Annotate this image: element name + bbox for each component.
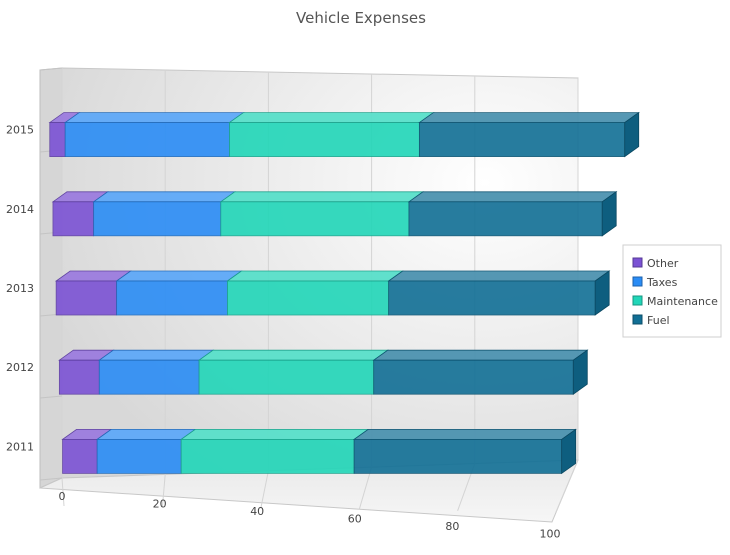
gridline-floor [61, 477, 65, 507]
y-tick-label: 2011 [6, 440, 34, 453]
bar-segment-other [58, 359, 100, 395]
bar-segment-top [407, 191, 618, 203]
bar-group [48, 111, 640, 475]
legend-swatch [632, 295, 643, 306]
gridline-h [39, 395, 63, 399]
legend-label: Other [647, 257, 679, 270]
bar-segment-other [52, 201, 95, 237]
bar-segment-top [95, 428, 197, 440]
bar-segment-top [63, 112, 245, 123]
bar-segment-top [219, 191, 425, 203]
legend: Other Taxes Maintenance Fuel [622, 244, 722, 338]
bar-segment-side [561, 428, 577, 475]
gridline-h [39, 67, 63, 71]
bar-segment-taxes [116, 280, 228, 316]
bar-segment-taxes [64, 122, 230, 157]
gridline-floor [161, 474, 166, 508]
gridline-h [39, 477, 63, 481]
legend-item: Maintenance [632, 295, 718, 308]
bar-segment-taxes [93, 201, 222, 237]
bar-segment-top [228, 112, 435, 123]
bar-segment-top [387, 270, 611, 282]
bar-segment-maintenance [220, 201, 410, 237]
x-tick-label: 60 [348, 513, 362, 526]
bar-segment-side [572, 349, 588, 395]
x-tick-label: 0 [59, 490, 66, 503]
bar-segment-top [98, 349, 215, 361]
bar-segment-other [49, 122, 66, 157]
bar-segment-top [226, 270, 404, 282]
bar-segment-top [115, 270, 243, 282]
bar-segment-fuel [353, 438, 563, 474]
x-tick-label: 100 [540, 528, 561, 541]
bar-segment-top [352, 428, 577, 440]
bar-segment-maintenance [180, 438, 355, 474]
legend-label: Maintenance [647, 295, 718, 308]
bar-segment-taxes [96, 438, 182, 474]
x-tick-label: 40 [250, 505, 264, 518]
bar-segment-side [594, 270, 610, 316]
y-axis-labels: 2015 2014 2013 2012 2011 [6, 124, 34, 454]
y-tick-label: 2013 [6, 282, 34, 295]
bar-segment-top [372, 349, 589, 361]
gridline-floor [260, 470, 269, 509]
bar-segment-maintenance [227, 280, 390, 316]
legend-item: Fuel [632, 314, 670, 327]
y-tick-label: 2012 [6, 361, 34, 374]
bar-segment-maintenance [229, 122, 420, 157]
bar-segment-fuel [388, 280, 596, 316]
bar-segment-side [601, 191, 617, 237]
bar-segment-side [624, 111, 640, 158]
chart-title: Vehicle Expenses [296, 9, 426, 27]
legend-label: Fuel [647, 314, 670, 327]
x-axis-labels: 0 20 40 60 80 100 [59, 490, 561, 541]
bar-segment-fuel [408, 201, 603, 237]
bar-segment-taxes [98, 359, 200, 395]
y-tick-label: 2015 [6, 124, 34, 137]
bar-segment-fuel [418, 122, 626, 157]
bar-segment-top [92, 191, 237, 203]
bar-segment-top [418, 112, 640, 123]
bar-segment-fuel [373, 359, 574, 395]
bar-segment-other [55, 280, 118, 316]
legend-swatch [632, 257, 643, 268]
legend-label: Taxes [646, 276, 678, 289]
legend-item: Other [632, 257, 679, 270]
bar-segment-top [197, 349, 389, 361]
gridline-floor [358, 467, 373, 510]
gridline-floor [555, 459, 579, 513]
bar-segment-maintenance [198, 359, 375, 395]
x-tick-label: 20 [153, 498, 167, 511]
bar-segment-top [179, 428, 370, 440]
x-tick-label: 80 [445, 520, 459, 533]
legend-swatch [632, 314, 643, 325]
y-tick-label: 2014 [6, 203, 34, 216]
legend-swatch [632, 276, 643, 287]
legend-item: Taxes [632, 276, 678, 289]
bar-segment-other [62, 438, 98, 474]
